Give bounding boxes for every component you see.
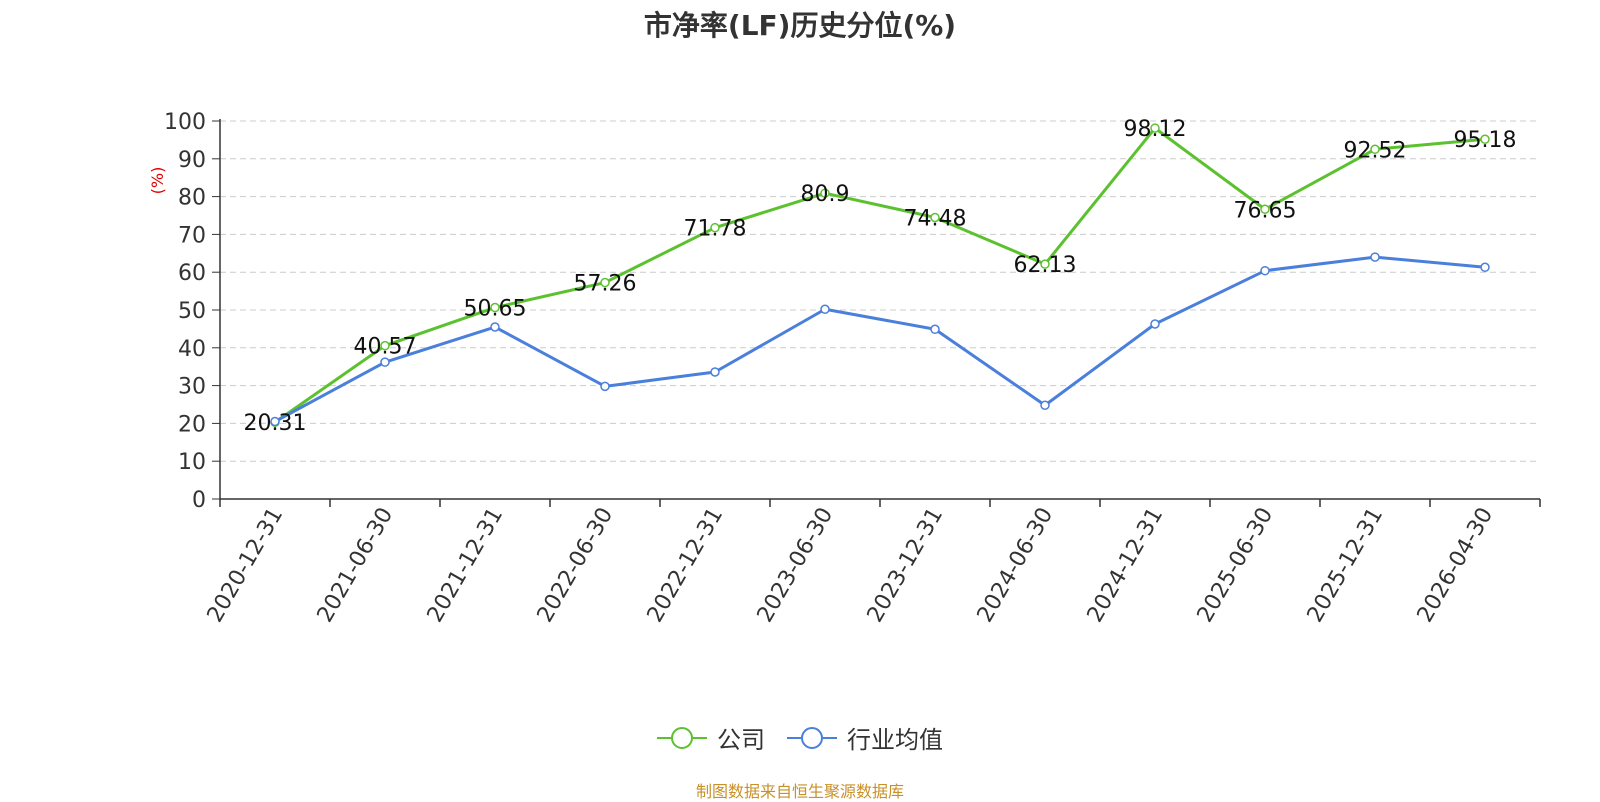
data-point-industry-average (1260, 265, 1270, 276)
y-tick-label: 30 (178, 375, 206, 400)
data-label-company: 62.13 (1014, 253, 1077, 278)
y-tick-label: 70 (178, 223, 206, 248)
data-label-company: 20.31 (244, 411, 307, 436)
data-point-company (600, 277, 610, 288)
y-tick-label: 90 (178, 148, 206, 173)
data-label-company: 50.65 (464, 297, 527, 322)
x-tick-label: 2024-12-31 (1083, 504, 1169, 627)
data-point-company (490, 302, 500, 313)
data-point-industry-average (380, 357, 390, 367)
y-tick-label: 10 (178, 450, 206, 475)
data-label-company: 92.52 (1344, 138, 1407, 163)
legend-label-industry-average: 行业均值 (847, 726, 943, 754)
data-point-company (820, 188, 830, 198)
data-label-company: 71.78 (684, 217, 747, 242)
data-point-company (1260, 204, 1270, 215)
data-point-industry-average (930, 324, 940, 335)
y-tick-label: 100 (164, 110, 206, 135)
y-tick-label: 60 (178, 261, 206, 286)
data-point-industry-average (270, 416, 280, 427)
data-label-company: 76.65 (1234, 198, 1297, 223)
data-label-company: 95.18 (1454, 128, 1517, 153)
legend-item-company[interactable]: 公司 (657, 720, 765, 755)
data-point-company (380, 340, 390, 351)
data-point-company (1040, 259, 1050, 269)
data-label-company: 57.26 (574, 272, 637, 297)
series-line-industry-average (274, 255, 1486, 423)
x-tick-label: 2020-12-31 (203, 504, 289, 627)
x-tick-label: 2022-06-30 (533, 504, 619, 627)
data-label-company: 40.57 (354, 335, 417, 360)
data-point-company (710, 222, 720, 233)
x-tick-label: 2021-06-30 (313, 504, 399, 627)
legend: 公司 行业均值 (0, 720, 1600, 755)
legend-item-industry-average[interactable]: 行业均值 (787, 720, 943, 755)
data-point-company (1370, 144, 1380, 155)
legend-label-company: 公司 (717, 726, 765, 754)
data-point-industry-average (1480, 262, 1490, 273)
y-axis-label: (%) (148, 167, 167, 195)
data-point-industry-average (820, 304, 830, 314)
x-tick-label: 2023-06-30 (753, 504, 839, 627)
chart-title: 市净率(LF)历史分位(%) (643, 9, 957, 42)
data-point-company (1150, 123, 1160, 133)
x-tick-label: 2026-04-30 (1413, 504, 1499, 627)
x-tick-label: 2022-12-31 (643, 504, 729, 627)
x-tick-label: 2025-12-31 (1303, 504, 1389, 627)
y-tick-label: 20 (178, 412, 206, 437)
y-tick-label: 80 (178, 186, 206, 211)
y-tick-label: 50 (178, 299, 206, 324)
x-tick-label: 2025-06-30 (1193, 504, 1279, 627)
x-tick-label: 2024-06-30 (973, 504, 1059, 627)
legend-marker-company (657, 726, 707, 749)
data-point-industry-average (600, 381, 610, 392)
y-tick-label: 0 (192, 488, 206, 513)
data-label-company: 98.12 (1124, 117, 1187, 142)
data-label-company: 80.9 (801, 182, 850, 207)
data-point-company (930, 212, 940, 223)
x-tick-label: 2021-12-31 (423, 504, 509, 627)
legend-marker-industry-average (787, 726, 837, 749)
x-tick-label: 2023-12-31 (863, 504, 949, 627)
data-point-industry-average (490, 322, 500, 332)
data-point-industry-average (1150, 319, 1160, 329)
data-point-industry-average (710, 367, 720, 377)
data-point-industry-average (1370, 252, 1380, 262)
data-label-company: 74.48 (904, 206, 967, 231)
y-tick-label: 40 (178, 337, 206, 362)
series-line-company (274, 126, 1486, 424)
source-note: 制图数据来自恒生聚源数据库 (695, 782, 904, 801)
data-point-industry-average (1040, 400, 1050, 411)
data-point-company (1480, 134, 1490, 144)
